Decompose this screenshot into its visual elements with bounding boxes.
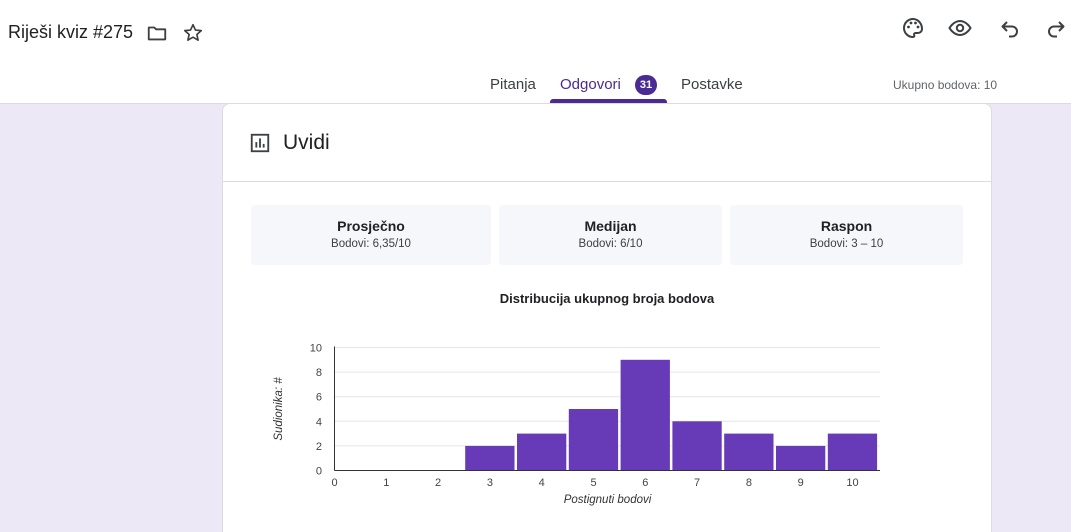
y-tick-label: 6 [316,392,322,404]
average-stat-value: Bodovi: 6,35/10 [331,238,411,250]
x-tick-label: 4 [539,477,545,489]
active-tab-indicator [550,99,667,103]
x-tick-label: 5 [590,477,596,489]
median-stat: Medijan Bodovi: 6/10 [499,205,722,265]
bar-7 [672,421,722,471]
x-tick-label: 10 [846,477,858,489]
undo-icon[interactable] [998,16,1022,40]
x-axis-title: Postignuti bodovi [564,494,652,506]
y-tick-label: 0 [316,466,322,478]
y-axis-title: Sudionika: # [273,377,285,441]
insights-card: Uvidi Prosječno Bodovi: 6,35/10 Medijan … [222,103,992,532]
x-tick-label: 1 [383,477,389,489]
tab-odgovori[interactable]: Odgovori [560,76,621,93]
range-stat: Raspon Bodovi: 3 – 10 [730,205,963,265]
median-stat-value: Bodovi: 6/10 [578,238,643,250]
y-tick-label: 4 [316,416,322,428]
x-tick-label: 0 [331,477,337,489]
average-stat: Prosječno Bodovi: 6,35/10 [251,205,491,265]
bar-6 [620,359,670,471]
bar-9 [776,445,826,471]
bar-5 [568,409,619,471]
x-tick-label: 9 [798,477,804,489]
eye-icon[interactable] [948,16,972,40]
star-icon[interactable] [182,22,204,44]
bar-10 [827,433,878,471]
y-tick-label: 10 [310,343,322,355]
average-stat-title: Prosječno [337,218,405,234]
bar-3 [465,445,515,471]
form-title[interactable]: Riješi kviz #275 [8,22,134,42]
y-tick-label: 8 [316,367,322,379]
tab-postavke[interactable]: Postavke [681,76,743,93]
bar-4 [517,433,567,471]
range-stat-value: Bodovi: 3 – 10 [809,238,884,250]
tab-pitanja[interactable]: Pitanja [490,76,536,93]
x-tick-label: 3 [487,477,493,489]
score-distribution-chart: 0 2 4 6 8 10 0 1 2 3 4 5 6 7 8 9 10 Postignuti bodovi Sudi… [273,343,880,506]
range-stat-title: Raspon [820,218,873,234]
top-bar: Riješi kviz #275 Pitanja Odgovori 31 Pos… [0,0,1071,104]
folder-icon[interactable] [146,22,168,44]
insights-icon [250,133,270,153]
y-tick-label: 2 [316,441,322,453]
total-points: Ukupno bodova: 10 [893,78,998,92]
insights-header: Uvidi [223,104,991,182]
x-tick-label: 8 [746,477,752,489]
responses-count-badge: 31 [635,75,657,95]
x-tick-label: 6 [642,477,648,489]
redo-icon[interactable] [1044,16,1068,40]
x-tick-label: 7 [694,477,700,489]
bar-8 [724,433,774,471]
insights-title: Uvidi [283,131,330,154]
x-tick-label: 2 [435,477,441,489]
median-stat-title: Medijan [584,218,637,234]
palette-icon[interactable] [901,16,925,40]
chart-title: Distribucija ukupnog broja bodova [499,291,715,306]
